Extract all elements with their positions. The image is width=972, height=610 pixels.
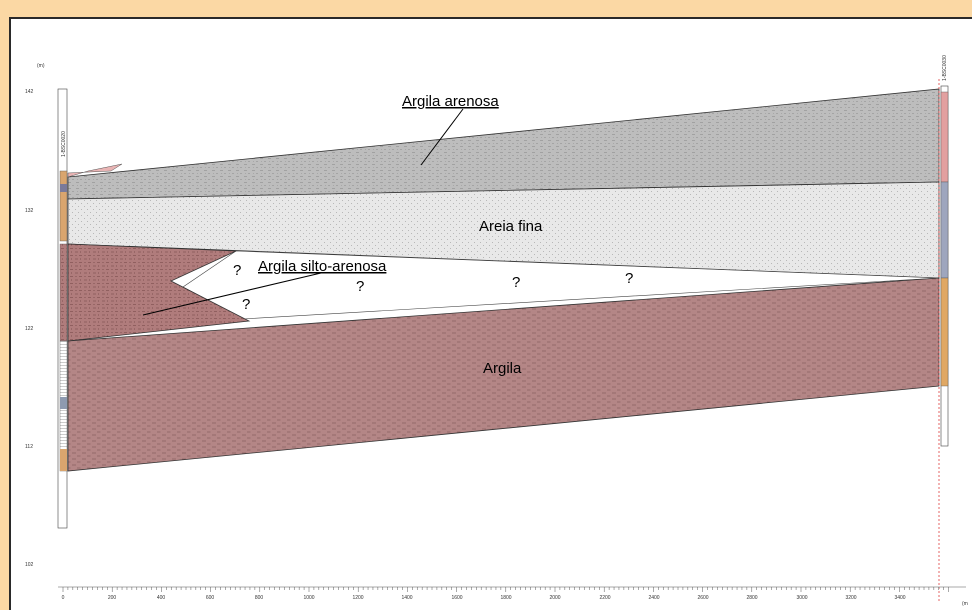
diagram-frame: (m) (m 142 132 122 112 102 1-BSC0020 1-B… xyxy=(9,17,972,610)
layer-argila xyxy=(67,277,940,472)
y-tick-label: 122 xyxy=(25,326,34,332)
y-tick-label: 142 xyxy=(25,89,34,95)
x-tick-label: 2600 xyxy=(697,595,708,601)
x-tick-label: 200 xyxy=(108,595,117,601)
y-tick-label: 102 xyxy=(25,562,34,568)
x-tick-label: 1400 xyxy=(401,595,412,601)
y-tick-label: 112 xyxy=(25,444,33,450)
y-axis: 142 132 122 112 102 xyxy=(25,89,34,568)
layer-argila-arenosa xyxy=(67,88,940,200)
x-tick-label: 1200 xyxy=(352,595,363,601)
x-tick-label: 600 xyxy=(206,595,215,601)
layer-argila-silto-arenosa xyxy=(67,243,251,342)
label-argila-silto-arenosa: Argila silto-arenosa xyxy=(258,258,387,275)
label-areia-fina: Areia fina xyxy=(479,218,543,235)
unknown-mark: ? xyxy=(625,270,633,287)
x-tick-label: 3200 xyxy=(845,595,856,601)
left-borehole: 1-BSC0020 xyxy=(57,88,68,529)
x-tick-label: 2200 xyxy=(599,595,610,601)
right-borehole-code: 1-BSC0030 xyxy=(942,55,948,81)
x-tick-label: 400 xyxy=(157,595,166,601)
unknown-mark: ? xyxy=(242,296,250,313)
y-axis-unit: (m) xyxy=(37,63,45,69)
x-tick-label: 3400 xyxy=(894,595,905,601)
unknown-mark: ? xyxy=(356,278,364,295)
left-borehole-code: 1-BSC0020 xyxy=(61,131,67,157)
leader-line-argila-arenosa xyxy=(420,108,464,166)
right-borehole: 1-BSC0030 xyxy=(938,55,949,603)
x-tick-label: 0 xyxy=(62,595,65,601)
unknown-mark: ? xyxy=(233,262,241,279)
x-tick-label: 1000 xyxy=(303,595,314,601)
x-axis-unit: (m xyxy=(962,601,968,607)
x-tick-label: 1800 xyxy=(500,595,511,601)
label-argila-arenosa: Argila arenosa xyxy=(402,93,499,110)
x-tick-label: 2400 xyxy=(648,595,659,601)
x-tick-label: 3000 xyxy=(796,595,807,601)
x-tick-label: 800 xyxy=(255,595,264,601)
x-axis: 0 200 400 600 800 1000 1200 1400 1600 18… xyxy=(58,586,966,601)
leader-line-argila-silto-arenosa xyxy=(142,272,322,316)
x-tick-label: 2800 xyxy=(746,595,757,601)
x-tick-label: 2000 xyxy=(549,595,560,601)
unknown-mark: ? xyxy=(512,274,520,291)
surface-soil-cap xyxy=(67,163,123,178)
x-tick-label: 1600 xyxy=(451,595,462,601)
y-tick-label: 132 xyxy=(25,208,34,214)
label-argila: Argila xyxy=(483,360,522,377)
geologic-cross-section: (m) (m 142 132 122 112 102 1-BSC0020 1-B… xyxy=(25,55,968,607)
